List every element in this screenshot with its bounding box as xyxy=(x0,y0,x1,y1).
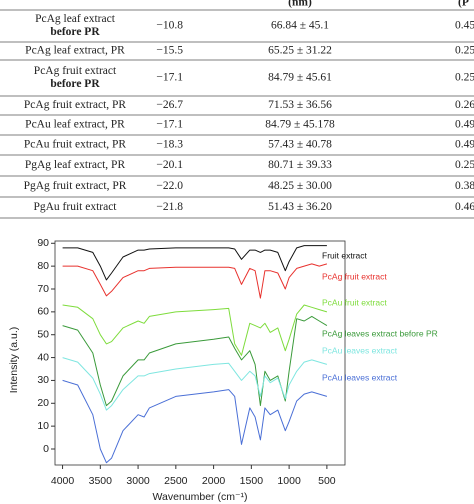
spectrum-line xyxy=(62,263,328,299)
sample-name: PcAg leaf extract xyxy=(35,13,116,25)
legend-label: PcAu fruit extract xyxy=(322,297,387,307)
sample-name: before PR xyxy=(50,78,100,90)
pdi-cell: 0.49 xyxy=(455,119,474,131)
sample-name: PgAu fruit extract xyxy=(33,201,117,213)
zeta-cell: −20.1 xyxy=(156,159,183,171)
x-tick-label: 2000 xyxy=(202,475,226,487)
y-tick-label: 40 xyxy=(37,351,49,363)
spectrum-line xyxy=(62,315,328,407)
size-cell: 84.79 ± 45.61 xyxy=(268,72,332,84)
zeta-cell: −10.8 xyxy=(156,20,183,32)
y-axis-label: Intensity (a.u.) xyxy=(8,327,20,394)
sample-name: PgAg fruit extract, PR xyxy=(24,180,127,192)
y-tick-label: 10 xyxy=(37,420,49,432)
pdi-cell: 0.25 xyxy=(455,45,474,57)
y-tick-label: 0 xyxy=(43,443,49,455)
sample-name: PcAu fruit extract, PR xyxy=(24,139,127,151)
spectrum-line xyxy=(62,357,328,411)
x-axis-label: Wavenumber (cm⁻¹) xyxy=(153,491,248,503)
x-tick-label: 2500 xyxy=(164,475,188,487)
zeta-cell: −22.0 xyxy=(156,180,183,192)
pdi-cell: 0.45 xyxy=(455,20,474,32)
y-tick-label: 50 xyxy=(37,328,49,340)
sample-name: PgAg leaf extract, PR xyxy=(25,159,126,171)
pdi-cell: 0.25 xyxy=(455,72,474,84)
spectrum-line xyxy=(62,304,328,356)
legend-label: Fruit extract xyxy=(322,250,368,260)
legend-label: PcAu leaves extract xyxy=(322,345,398,355)
size-cell: 51.43 ± 36.20 xyxy=(268,201,332,213)
plot-frame xyxy=(54,240,346,466)
y-tick-label: 70 xyxy=(37,283,49,295)
y-tick-label: 90 xyxy=(37,237,49,249)
size-cell: 65.25 ± 31.22 xyxy=(268,45,332,57)
y-tick-label: 80 xyxy=(37,260,49,272)
legend-label: PcAg leaves extract before PR xyxy=(322,328,438,338)
size-cell: 66.84 ± 45.1 xyxy=(271,20,329,32)
x-tick-label: 500 xyxy=(318,475,336,487)
x-tick-label: 1500 xyxy=(240,475,264,487)
size-cell: 48.25 ± 30.00 xyxy=(268,180,332,192)
size-cell: 71.53 ± 36.56 xyxy=(268,99,332,111)
zeta-cell: −18.3 xyxy=(156,139,183,151)
x-tick-label: 3000 xyxy=(126,475,150,487)
size-cell: 80.71 ± 39.33 xyxy=(268,159,332,171)
pdi-cell: 0.38 xyxy=(455,180,474,192)
spectrum-line xyxy=(62,245,327,281)
pdi-cell: 0.25 xyxy=(455,159,474,171)
size-cell: 84.79 ± 45.178 xyxy=(265,119,335,131)
y-tick-label: 20 xyxy=(37,397,49,409)
sample-name: PcAg fruit extract xyxy=(34,65,117,77)
x-tick-label: 1000 xyxy=(277,475,301,487)
y-tick-label: 60 xyxy=(37,306,49,318)
legend-label: PcAu leaves extract xyxy=(322,372,398,382)
zeta-cell: −15.5 xyxy=(156,45,183,57)
x-tick-label: 3500 xyxy=(89,475,113,487)
pdi-cell: 0.26 xyxy=(455,99,474,111)
header-cell: (P xyxy=(458,0,469,9)
y-tick-label: 30 xyxy=(37,374,49,386)
header-cell: (nm) xyxy=(288,0,312,9)
zeta-cell: −26.7 xyxy=(156,99,183,111)
spectrum-line xyxy=(62,379,328,464)
sample-name: PcAg leaf extract, PR xyxy=(25,45,125,57)
zeta-cell: −21.8 xyxy=(156,201,183,213)
sample-name: PcAu leaf extract, PR xyxy=(25,119,125,131)
sample-name: PcAg fruit extract, PR xyxy=(24,99,127,111)
pdi-cell: 0.46 xyxy=(455,201,474,213)
zeta-cell: −17.1 xyxy=(156,72,183,84)
legend-label: PcAg fruit extract xyxy=(322,271,387,281)
sample-name: before PR xyxy=(50,26,100,38)
zeta-cell: −17.1 xyxy=(156,119,183,131)
pdi-cell: 0.49 xyxy=(455,139,474,151)
x-tick-label: 4000 xyxy=(51,475,75,487)
size-cell: 57.43 ± 40.78 xyxy=(268,139,332,151)
